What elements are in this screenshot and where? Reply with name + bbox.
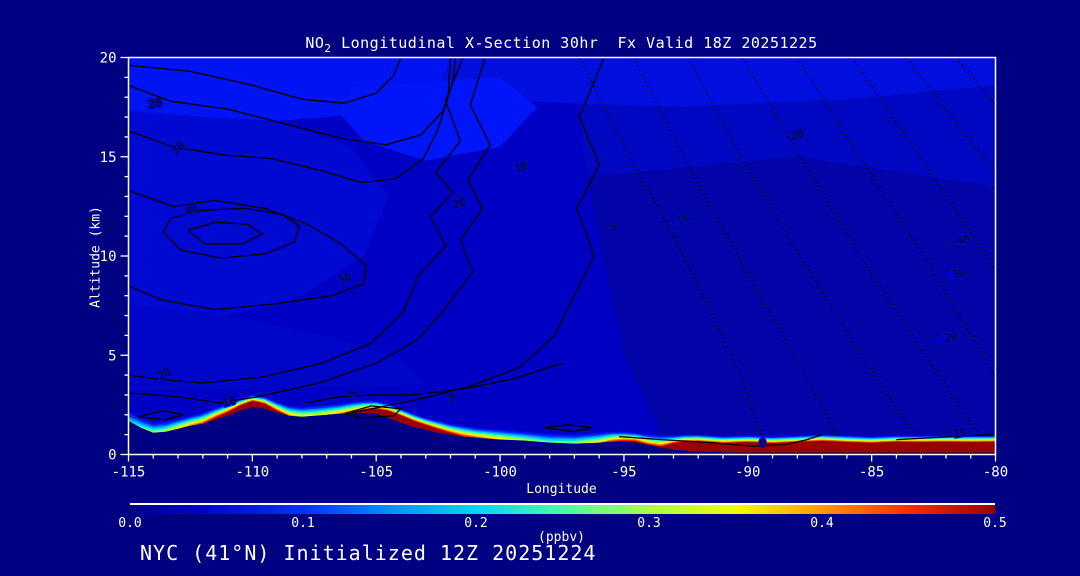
axes: -115 -110 -105 -100 -95 -90 -85 -80 0 5 10 15 20 <box>100 51 1009 481</box>
colorbar-tick-label: 0.1 <box>291 516 315 531</box>
title-text: Longitudinal X-Section 30hr Fx Valid 18Z… <box>331 34 818 52</box>
contour-line-dotted <box>905 57 996 174</box>
x-tick-label: -80 <box>983 465 1008 481</box>
colorbar-tick-label: 0.5 <box>983 516 1007 531</box>
contour-line-solid <box>128 57 491 404</box>
y-tick-label: 10 <box>100 249 117 265</box>
y-tick-label: 20 <box>100 51 117 67</box>
x-tick-label: -115 <box>112 465 146 481</box>
title-species: NO <box>305 34 325 52</box>
y-tick-label: 0 <box>108 448 116 464</box>
contour-line-dotted <box>955 57 996 106</box>
y-tick-label: 5 <box>108 348 116 364</box>
contour-line-solid <box>544 424 592 433</box>
contour-line-solid <box>351 57 605 414</box>
contour-line-dotted <box>796 57 996 378</box>
contour-line-solid <box>896 433 996 441</box>
x-tick-label: -100 <box>483 465 517 481</box>
contour-line-solid <box>128 57 402 104</box>
title-species-subscript: 2 <box>324 42 332 55</box>
x-tick-label: -90 <box>735 465 760 481</box>
field-shade-region <box>128 111 389 316</box>
contour-line-solid <box>187 221 264 245</box>
contour-line-solid <box>128 189 367 311</box>
contour-label: 10 <box>221 394 237 410</box>
contour-line-solid <box>162 207 301 259</box>
contour-label: 10 <box>513 159 530 176</box>
y-tick-label: 15 <box>100 150 117 166</box>
field-shade-region <box>586 156 996 435</box>
terrain-mask <box>128 406 996 455</box>
x-tick-label: -105 <box>359 465 393 481</box>
contour-label: 20 <box>147 96 162 111</box>
contour-line-dotted <box>578 57 764 436</box>
x-axis-label: Longitude <box>526 482 597 497</box>
run-info-text: NYC (41°N) Initialized 12Z 20251224 <box>140 541 597 565</box>
contour-label: -30 <box>944 266 966 282</box>
plot-title: NO2 Longitudinal X-Section 30hr Fx Valid… <box>128 34 995 55</box>
field-shade-region <box>438 57 996 108</box>
contour-line-dotted <box>687 57 917 436</box>
contour-line-solid <box>128 57 452 184</box>
colorbar-tick-label: 0.0 <box>118 516 142 531</box>
contour-line-dotted <box>851 57 996 271</box>
contour-line-solid <box>138 410 184 421</box>
contour-label: 0 <box>759 437 766 450</box>
y-axis-label: Altitude (km) <box>88 206 104 308</box>
contour-line-solid <box>343 405 403 419</box>
surface-no2-band <box>128 400 996 453</box>
field-shade-region <box>128 303 426 391</box>
contour-label: 10 <box>953 425 968 440</box>
colorbar-tick-label: 0.2 <box>464 516 488 531</box>
contour-line-solid <box>306 362 563 404</box>
contour-line-solid <box>618 433 823 447</box>
colorbar-tick-label: 0.4 <box>810 516 834 531</box>
x-tick-label: -95 <box>611 465 636 481</box>
x-tick-label: -85 <box>859 465 884 481</box>
colorbar-gradient <box>130 503 995 514</box>
x-tick-label: -110 <box>235 465 269 481</box>
colorbar-units-label: (ppbv) <box>538 530 585 545</box>
colorbar-tick-label: 0.3 <box>637 516 661 531</box>
contour-line-solid <box>128 57 464 384</box>
contour-line-dotted <box>633 57 838 436</box>
contour-label: 20 <box>451 195 468 212</box>
contour-label: -20 <box>937 330 959 346</box>
contour-line-dotted <box>742 57 982 437</box>
contour-label: -40 <box>949 233 971 249</box>
